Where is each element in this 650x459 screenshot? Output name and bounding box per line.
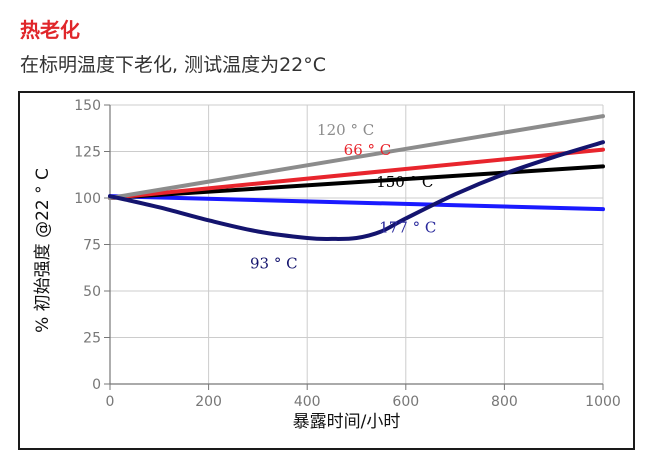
series-line-3 bbox=[108, 194, 605, 212]
series-line-2 bbox=[108, 164, 605, 200]
y-tick-label-5: 125 bbox=[74, 145, 101, 161]
page-heading: 热老化 bbox=[20, 18, 80, 42]
page-subheading: 在标明温度下老化, 测试温度为22°C bbox=[20, 54, 327, 76]
series-label-2: 150 ° C bbox=[376, 173, 433, 191]
series-label-4: 93 ° C bbox=[250, 255, 298, 273]
x-tick-label-5: 1000 bbox=[585, 394, 621, 410]
y-tick-label-2: 50 bbox=[83, 284, 101, 300]
series-label-0: 120 ° C bbox=[317, 121, 374, 139]
x-tick-label-4: 800 bbox=[491, 394, 518, 410]
series-label-3: 177 ° C bbox=[379, 218, 436, 236]
series-label-1: 66 ° C bbox=[344, 141, 392, 159]
y-tick-label-1: 25 bbox=[83, 331, 101, 347]
y-tick-label-3: 75 bbox=[83, 238, 101, 254]
x-tick-label-0: 0 bbox=[106, 394, 115, 410]
y-tick-label-0: 0 bbox=[92, 377, 101, 393]
x-tick-label-3: 600 bbox=[392, 394, 419, 410]
y-axis-label: % 初始强度 @22 ° C bbox=[33, 168, 53, 333]
y-tick-label-6: 150 bbox=[74, 98, 101, 114]
y-tick-label-4: 100 bbox=[74, 191, 101, 207]
chart-frame: 0 25 50 75 100 125 150 0 200 400 600 800 1000 暴露时间/小时… bbox=[18, 91, 635, 450]
series-line-0 bbox=[108, 114, 605, 200]
x-tick-label-2: 400 bbox=[294, 394, 321, 410]
x-axis-label: 暴露时间/小时 bbox=[293, 412, 401, 432]
series-line-1 bbox=[108, 147, 605, 200]
x-tick-label-1: 200 bbox=[195, 394, 222, 410]
series-line-4 bbox=[108, 140, 605, 241]
line-chart: 0 25 50 75 100 125 150 0 200 400 600 800 1000 暴露时间/小时… bbox=[33, 98, 621, 432]
